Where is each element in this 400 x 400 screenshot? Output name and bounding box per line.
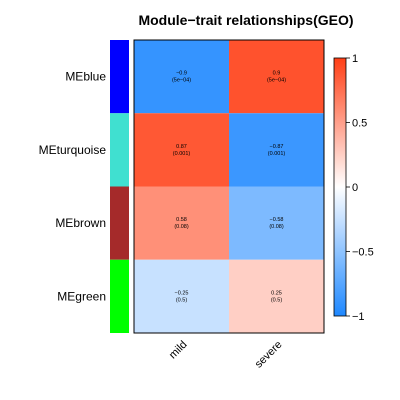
row-label: MEbrown — [55, 216, 106, 230]
heatmap-cell-fill — [229, 113, 324, 187]
heatmap-cell: 0.9(5e−04) — [229, 40, 324, 114]
cell-correlation: 0.25 — [271, 290, 282, 296]
heatmap-cells: −0.9(5e−04)0.9(5e−04)0.87(0.001)−0.87(0.… — [133, 39, 325, 334]
cell-correlation: 0.58 — [176, 217, 187, 223]
heatmap-cell-fill — [134, 186, 229, 260]
cell-pvalue: (0.001) — [268, 151, 286, 157]
cell-pvalue: (0.08) — [174, 224, 189, 230]
heatmap-cell: −0.25(0.5) — [134, 259, 229, 333]
module-color-bar — [110, 186, 129, 260]
heatmap-border — [133, 39, 325, 334]
heatmap-cell-fill — [229, 259, 324, 333]
heatmap-cell-fill — [229, 186, 324, 260]
legend-tick-label: 1 — [352, 53, 358, 65]
cell-pvalue: (5e−04) — [267, 78, 286, 84]
row-label: MEgreen — [57, 289, 106, 303]
cell-correlation: 0.87 — [176, 144, 187, 150]
cell-pvalue: (0.5) — [271, 297, 282, 303]
legend-tick-label: 0 — [352, 182, 358, 194]
module-color-bars — [110, 40, 129, 333]
cell-correlation: −0.87 — [270, 144, 284, 150]
cell-correlation: −0.25 — [175, 290, 189, 296]
heatmap-cell-fill — [134, 113, 229, 187]
chart-title: Module−trait relationships(GEO) — [138, 12, 353, 28]
module-color-bar — [110, 40, 129, 114]
cell-pvalue: (0.001) — [173, 151, 191, 157]
heatmap-cell: 0.25(0.5) — [229, 259, 324, 333]
cell-correlation: −0.9 — [176, 71, 187, 77]
column-label: mild — [167, 339, 190, 362]
row-label: MEblue — [65, 70, 106, 84]
module-color-bar — [110, 259, 129, 333]
heatmap-cell-fill — [134, 40, 229, 114]
cell-correlation: −0.58 — [270, 217, 284, 223]
heatmap-cell-fill — [229, 40, 324, 114]
heatmap-cell: −0.58(0.08) — [229, 186, 324, 260]
heatmap-cell: 0.58(0.08) — [134, 186, 229, 260]
column-labels: mild severe — [167, 339, 285, 371]
heatmap-cell: 0.87(0.001) — [134, 113, 229, 187]
legend-tick-label: −0.5 — [352, 247, 374, 259]
column-label: severe — [253, 339, 285, 371]
cell-correlation: 0.9 — [273, 71, 281, 77]
heatmap-cell: −0.9(5e−04) — [134, 40, 229, 114]
row-label: MEturquoise — [39, 143, 107, 157]
cell-pvalue: (0.08) — [269, 224, 284, 230]
cell-pvalue: (0.5) — [176, 297, 187, 303]
color-legend: 1 0.5 0 −0.5 −1 — [333, 53, 374, 323]
module-color-bar — [110, 113, 129, 187]
legend-tick-label: −1 — [352, 311, 365, 323]
heatmap-cell-fill — [134, 259, 229, 333]
cell-pvalue: (5e−04) — [172, 78, 191, 84]
row-labels: MEblue MEturquoise MEbrown MEgreen — [39, 70, 107, 304]
heatmap-cell: −0.87(0.001) — [229, 113, 324, 187]
legend-tick-label: 0.5 — [352, 118, 367, 130]
legend-color-bar — [333, 57, 347, 317]
